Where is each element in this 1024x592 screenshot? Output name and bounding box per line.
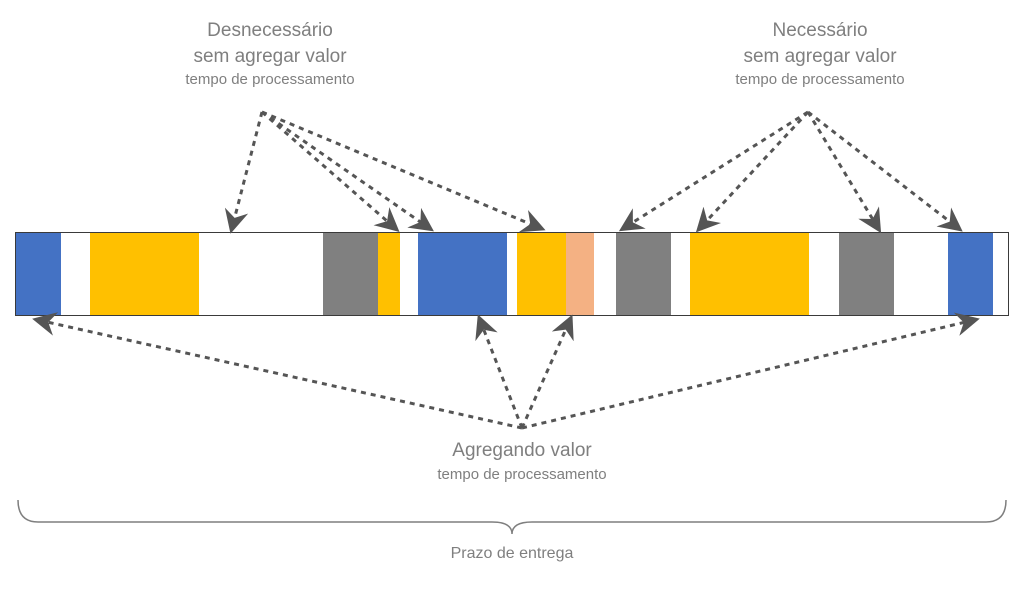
label-unnecessary-sub: tempo de processamento bbox=[110, 71, 430, 88]
label-lead-time: Prazo de entrega bbox=[0, 545, 1024, 563]
timeline-segment bbox=[199, 233, 323, 315]
timeline-segment bbox=[894, 233, 949, 315]
timeline-segment bbox=[378, 233, 400, 315]
timeline-segment bbox=[671, 233, 691, 315]
timeline-segment bbox=[90, 233, 199, 315]
label-necessary-line1: Necessário bbox=[660, 18, 980, 44]
timeline-segment bbox=[323, 233, 378, 315]
lead-time-bar bbox=[15, 232, 1009, 316]
label-necessary-line2: sem agregar valor bbox=[660, 44, 980, 70]
timeline-segment bbox=[400, 233, 418, 315]
timeline-segment bbox=[517, 233, 567, 315]
label-unnecessary-line2: sem agregar valor bbox=[110, 44, 430, 70]
label-unnecessary-non-value: Desnecessário sem agregar valor tempo de… bbox=[110, 18, 430, 88]
label-unnecessary-line1: Desnecessário bbox=[110, 18, 430, 44]
timeline-segment bbox=[594, 233, 616, 315]
timeline-segment bbox=[616, 233, 671, 315]
label-value-line1: Agregando valor bbox=[362, 438, 682, 464]
timeline-segment bbox=[418, 233, 507, 315]
timeline-segment bbox=[809, 233, 839, 315]
label-value-adding: Agregando valor tempo de processamento bbox=[362, 438, 682, 483]
label-necessary-non-value: Necessário sem agregar valor tempo de pr… bbox=[660, 18, 980, 88]
timeline-segment bbox=[993, 233, 1008, 315]
timeline-segment bbox=[948, 233, 993, 315]
label-value-sub: tempo de processamento bbox=[362, 466, 682, 483]
timeline-segment bbox=[839, 233, 894, 315]
label-necessary-sub: tempo de processamento bbox=[660, 71, 980, 88]
timeline-segment bbox=[16, 233, 61, 315]
timeline-segment bbox=[507, 233, 517, 315]
timeline-segment bbox=[61, 233, 91, 315]
timeline-segment bbox=[566, 233, 594, 315]
timeline-segment bbox=[690, 233, 809, 315]
